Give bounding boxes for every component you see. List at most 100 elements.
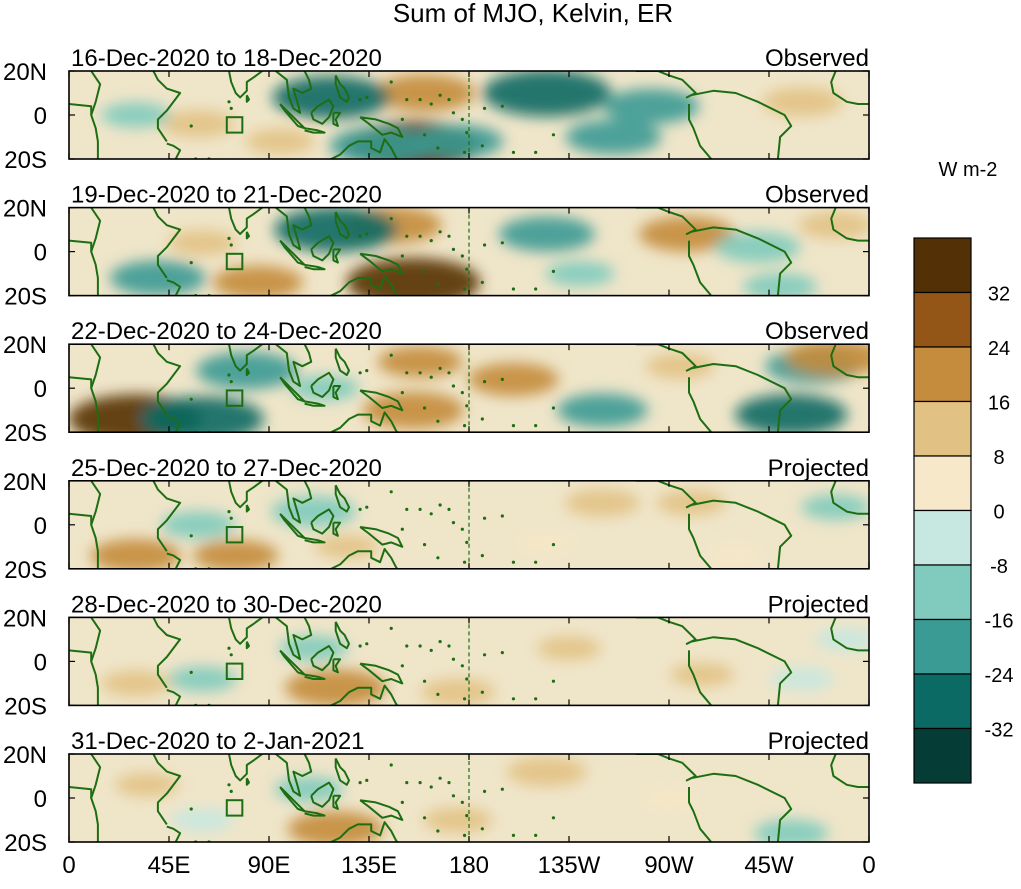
coastline-13: [328, 138, 399, 159]
y-tick-label: 20N: [3, 196, 47, 223]
island-8: [460, 664, 464, 668]
panel-3: 20N 0 20S 22-Dec-2020 to 24-Dec-2020 Observe…: [3, 318, 870, 447]
coastline-8: [304, 537, 326, 544]
anomaly-cell-4-10: [706, 544, 765, 567]
island-6: [447, 98, 451, 102]
anomaly-cell-4-7: [656, 490, 726, 516]
island-23: [229, 789, 233, 794]
island-8: [460, 254, 464, 258]
coastline-9: [310, 371, 335, 398]
island-3: [418, 507, 422, 511]
coastline-14: [635, 71, 793, 159]
anomaly-cell-1-6: [160, 110, 236, 138]
anomaly-cell-4-5: [314, 535, 379, 559]
coastline-6: [275, 754, 313, 797]
coastline-13: [328, 684, 399, 706]
coastline-15: [688, 787, 712, 842]
island-5: [438, 230, 442, 234]
panel-status-label: Projected: [768, 728, 869, 755]
island-9: [465, 814, 469, 818]
coastline-11: [334, 74, 350, 103]
anomaly-cell-5-4: [420, 678, 496, 706]
island-15: [511, 150, 516, 154]
coastline-4: [228, 754, 263, 782]
anomaly-cell-6-3: [170, 808, 235, 832]
coastline-6: [275, 71, 313, 114]
anomaly-cell-4-4: [270, 495, 357, 528]
island-20: [189, 807, 193, 811]
y-tick-label: 20S: [4, 147, 47, 174]
island-23: [229, 516, 233, 520]
island-5: [438, 366, 442, 370]
island-17: [551, 406, 556, 410]
coastline-6: [275, 480, 313, 524]
island-25: [358, 98, 362, 102]
coastline-8: [304, 263, 326, 271]
island-12: [436, 692, 440, 697]
island-19: [500, 651, 504, 655]
anomaly-cell-6-4: [274, 776, 344, 802]
island-27: [400, 664, 404, 668]
coastline-9: [310, 645, 335, 672]
colorbar-tick-label: -24: [985, 665, 1014, 687]
coastline-10: [332, 521, 342, 537]
island-10: [462, 833, 467, 838]
island-15: [511, 697, 516, 701]
island-10: [462, 697, 467, 701]
island-1: [389, 626, 393, 631]
island-18: [482, 789, 487, 794]
coastline-13: [328, 548, 399, 569]
colorbar-tick-label: -32: [985, 720, 1014, 742]
region-box: [225, 526, 244, 544]
island-27: [400, 254, 404, 258]
island-15: [511, 560, 516, 564]
coastline-17: [830, 207, 869, 242]
anomaly-cell-1-4: [482, 71, 611, 117]
coastline-18: [69, 649, 93, 662]
island-14: [490, 296, 493, 299]
coastline-18: [69, 239, 93, 252]
island-24: [227, 100, 231, 104]
colorbar-tick-label: -16: [985, 611, 1014, 633]
region-box: [225, 662, 244, 680]
panel-status-label: Observed: [765, 45, 869, 72]
region-box: [225, 799, 244, 817]
panel-period-label: 19-Dec-2020 to 21-Dec-2020: [71, 182, 382, 209]
y-tick-label: 20S: [4, 557, 47, 584]
coastline-13: [328, 274, 399, 296]
coastline-4: [228, 71, 263, 99]
anomaly-cell-4-3: [160, 511, 236, 539]
island-27: [400, 800, 404, 805]
anomaly-cell-1-3: [272, 75, 391, 119]
y-tick-label: 20N: [3, 605, 47, 632]
island-24: [227, 783, 231, 787]
island-27: [400, 527, 404, 531]
coastline-18: [69, 103, 93, 115]
coastline-9: [310, 235, 335, 262]
coastline-15: [688, 104, 712, 159]
island-17: [551, 679, 556, 683]
anomaly-cell-4-9: [517, 531, 576, 554]
island-10: [462, 424, 467, 428]
coastline-15: [688, 240, 712, 296]
anomaly-cell-6-8: [114, 773, 179, 797]
coastline-12: [359, 116, 404, 138]
island-6: [447, 507, 451, 511]
colorbar-swatch: [913, 291, 972, 348]
y-tick-label: 20S: [4, 693, 47, 720]
x-tick-label: 90W: [644, 852, 694, 879]
region-box: [225, 252, 244, 271]
island-3: [418, 644, 422, 648]
island-13: [480, 690, 484, 694]
island-1: [389, 490, 393, 494]
island-17: [551, 543, 556, 547]
y-tick-label: 0: [34, 786, 47, 813]
coastline-8: [304, 127, 326, 134]
y-tick-label: 0: [34, 376, 47, 403]
island-3: [418, 371, 422, 375]
coastline-2: [152, 207, 182, 279]
panel-6: 20N 0 20S 31-Dec-2020 to 2-Jan-2021 Projecte…: [3, 728, 870, 857]
island-12: [436, 283, 440, 287]
island-23: [229, 106, 233, 110]
island-9: [465, 404, 469, 408]
